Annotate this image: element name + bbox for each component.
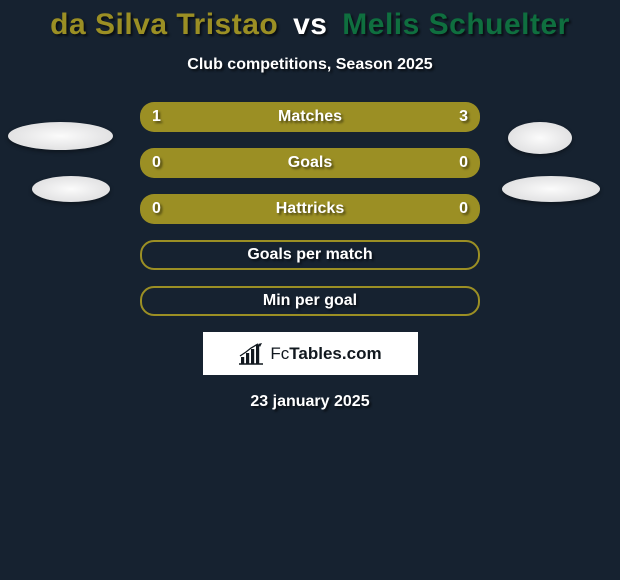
player1-name: da Silva Tristao [50, 8, 278, 41]
stat-value-right: 3 [459, 108, 468, 126]
decorative-ellipse [8, 122, 113, 150]
fctables-logo: FcTables.com [203, 332, 418, 375]
comparison-title: da Silva Tristao vs Melis Schuelter [0, 0, 620, 42]
player2-name: Melis Schuelter [342, 8, 570, 41]
logo-text: FcTables.com [270, 344, 381, 364]
stat-row: 0 Hattricks 0 [140, 194, 480, 224]
stat-label: Goals [288, 154, 332, 172]
stat-row: 0 Goals 0 [140, 148, 480, 178]
logo-prefix: Fc [270, 344, 289, 363]
date-text: 23 january 2025 [0, 393, 620, 411]
subtitle: Club competitions, Season 2025 [0, 56, 620, 74]
vs-text: vs [293, 8, 327, 41]
stat-label: Min per goal [263, 292, 357, 310]
logo-suffix: Tables.com [289, 344, 381, 363]
decorative-ellipse [32, 176, 110, 202]
stat-value-right: 0 [459, 200, 468, 218]
stat-row: 1 Matches 3 [140, 102, 480, 132]
logo-chart-icon [238, 343, 264, 365]
stat-label: Matches [278, 108, 342, 126]
decorative-ellipse [502, 176, 600, 202]
stat-label: Hattricks [276, 200, 344, 218]
stat-label: Goals per match [247, 246, 372, 264]
stat-row: Min per goal [140, 286, 480, 316]
decorative-ellipse [508, 122, 572, 154]
stat-value-right: 0 [459, 154, 468, 172]
stat-row: Goals per match [140, 240, 480, 270]
stat-value-left: 0 [152, 200, 161, 218]
stat-value-left: 0 [152, 154, 161, 172]
stat-value-left: 1 [152, 108, 161, 126]
